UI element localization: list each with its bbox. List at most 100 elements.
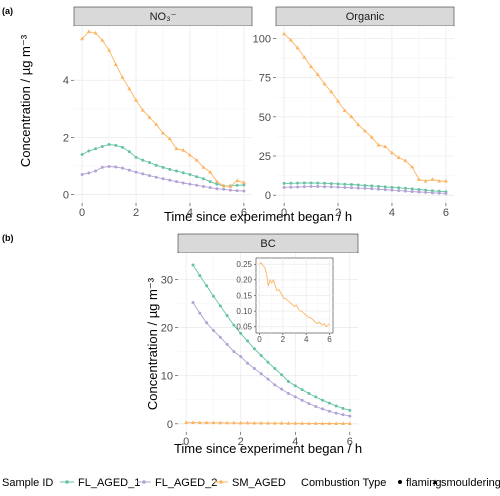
data-point bbox=[235, 183, 239, 187]
data-point bbox=[323, 181, 327, 185]
data-point bbox=[225, 342, 229, 346]
y-tick-label: 0.15 bbox=[236, 291, 252, 300]
data-point bbox=[94, 169, 98, 173]
y-tick-label: 10 bbox=[161, 371, 173, 383]
data-point bbox=[228, 184, 233, 188]
data-point bbox=[410, 190, 414, 194]
data-point bbox=[396, 155, 401, 159]
data-point bbox=[218, 304, 222, 308]
data-point bbox=[321, 407, 325, 411]
data-point bbox=[321, 398, 325, 402]
data-point bbox=[195, 183, 199, 187]
series-line-sm-aged bbox=[259, 261, 330, 328]
data-point bbox=[205, 321, 209, 325]
data-point bbox=[127, 86, 132, 91]
data-point bbox=[322, 81, 327, 86]
data-point bbox=[403, 189, 407, 193]
data-point bbox=[282, 181, 286, 185]
data-point bbox=[293, 395, 297, 399]
data-point bbox=[120, 75, 125, 79]
data-point bbox=[306, 421, 311, 425]
data-point bbox=[107, 48, 112, 52]
data-point bbox=[350, 183, 354, 187]
data-point bbox=[302, 181, 306, 185]
legend-key-flaming bbox=[398, 480, 402, 484]
data-point bbox=[201, 165, 206, 169]
data-point bbox=[211, 294, 215, 298]
data-point bbox=[246, 339, 250, 343]
legend-label-fl-aged-2: FL_AGED_2 bbox=[155, 477, 217, 489]
data-point bbox=[259, 420, 264, 425]
data-point bbox=[300, 388, 304, 392]
data-point bbox=[174, 146, 179, 151]
data-point bbox=[417, 188, 421, 192]
x-tick-label: 4 bbox=[304, 335, 309, 344]
data-point bbox=[204, 420, 209, 425]
data-point bbox=[286, 392, 290, 396]
data-point bbox=[80, 152, 84, 156]
data-point bbox=[370, 184, 374, 188]
data-point bbox=[424, 190, 428, 194]
data-point bbox=[222, 187, 226, 191]
y-tick-label: 100 bbox=[253, 34, 271, 46]
data-point bbox=[107, 164, 111, 168]
data-point bbox=[127, 150, 131, 154]
data-point bbox=[403, 186, 407, 190]
data-point bbox=[309, 185, 313, 189]
data-point bbox=[314, 404, 318, 408]
data-point bbox=[198, 274, 202, 278]
y-tick-label: 0.05 bbox=[236, 323, 252, 332]
data-point bbox=[100, 38, 105, 42]
series-sm-aged bbox=[184, 420, 352, 425]
data-point bbox=[188, 172, 192, 176]
data-point bbox=[239, 331, 243, 335]
legend-label-flaming: flaming bbox=[406, 477, 441, 489]
y-axis-title-a: Concentration / µg m⁻³ bbox=[18, 34, 33, 167]
data-point bbox=[154, 163, 158, 167]
y-tick-label: 2 bbox=[63, 132, 69, 144]
data-point bbox=[383, 188, 387, 192]
data-point bbox=[208, 186, 212, 190]
data-point bbox=[187, 152, 192, 157]
data-point bbox=[300, 398, 304, 402]
data-point bbox=[376, 187, 380, 191]
x-tick-label: 6 bbox=[347, 436, 353, 448]
data-point bbox=[114, 165, 118, 169]
data-point bbox=[309, 181, 313, 185]
legend-item-flaming: flaming bbox=[398, 477, 441, 489]
legend-item-sm-aged: SM_AGED bbox=[214, 477, 286, 489]
data-point bbox=[410, 187, 414, 191]
data-point bbox=[356, 183, 360, 187]
data-point bbox=[273, 366, 277, 370]
data-point bbox=[363, 183, 367, 187]
legend-label-sm-aged: SM_AGED bbox=[232, 477, 286, 489]
x-tick-label: 0 bbox=[257, 335, 262, 344]
data-point bbox=[154, 122, 159, 126]
data-point bbox=[348, 414, 352, 418]
data-point bbox=[121, 145, 125, 149]
data-point bbox=[168, 178, 172, 182]
data-point bbox=[181, 147, 186, 152]
data-point bbox=[100, 144, 104, 148]
data-point bbox=[242, 189, 246, 193]
data-point bbox=[296, 181, 300, 185]
y-tick-label: 0.25 bbox=[236, 260, 252, 269]
facet-no3: NO₃⁻ 0 2 4 6 0 2 4 bbox=[63, 6, 253, 219]
data-point bbox=[342, 108, 347, 112]
series-sm-aged bbox=[282, 31, 448, 183]
data-point bbox=[349, 114, 354, 119]
x-tick-label: 4 bbox=[292, 436, 298, 448]
x-tick-label: 2 bbox=[238, 436, 244, 448]
x-tick-label: 6 bbox=[241, 207, 247, 219]
data-point bbox=[282, 185, 286, 189]
data-point bbox=[181, 171, 185, 175]
data-point bbox=[343, 185, 347, 189]
data-point bbox=[286, 421, 291, 425]
data-point bbox=[341, 406, 345, 410]
data-point bbox=[252, 347, 256, 351]
data-point bbox=[205, 284, 209, 288]
data-point bbox=[424, 188, 428, 192]
data-point bbox=[369, 135, 374, 139]
data-point bbox=[218, 420, 223, 425]
